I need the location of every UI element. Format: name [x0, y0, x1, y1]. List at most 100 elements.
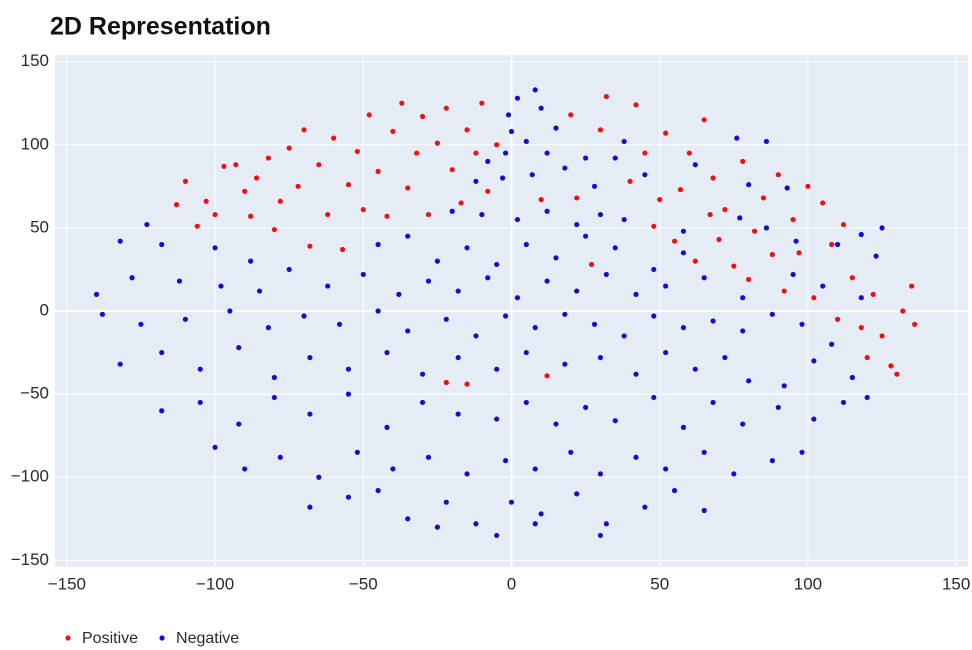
point: [502, 313, 509, 319]
point: [603, 521, 609, 527]
point: [212, 444, 218, 450]
point: [879, 333, 885, 339]
point: [763, 225, 770, 231]
point: [218, 283, 224, 289]
point: [458, 200, 464, 206]
point: [751, 228, 758, 234]
point: [574, 221, 580, 228]
point: [710, 318, 716, 324]
point: [117, 238, 123, 244]
point: [360, 271, 366, 278]
point: [532, 466, 538, 472]
point: [840, 221, 847, 228]
grid: [55, 55, 968, 567]
point: [544, 150, 550, 156]
point: [731, 263, 737, 269]
point: [820, 200, 826, 206]
legend-marker: [65, 635, 71, 641]
point: [336, 321, 343, 327]
point: [265, 325, 272, 331]
point: [129, 275, 135, 281]
point: [514, 216, 521, 223]
point: [544, 278, 550, 284]
y-tick-label: −50: [20, 384, 49, 403]
point: [603, 271, 609, 278]
x-tick-label: 150: [942, 574, 970, 593]
point: [277, 454, 283, 460]
point: [443, 379, 449, 386]
point: [879, 225, 885, 231]
point: [514, 295, 521, 301]
point: [236, 344, 242, 351]
x-tick-label: −50: [349, 574, 378, 593]
point: [508, 128, 515, 135]
point: [405, 516, 411, 522]
point: [633, 291, 639, 297]
point: [425, 278, 432, 284]
point: [117, 361, 123, 367]
point: [405, 233, 411, 239]
point: [538, 197, 544, 203]
point: [829, 241, 835, 248]
point: [811, 358, 817, 364]
point: [651, 394, 657, 401]
point: [505, 112, 512, 118]
point: [633, 371, 639, 377]
point: [375, 168, 381, 174]
point: [473, 333, 479, 339]
legend-label: Positive: [82, 630, 138, 647]
x-tick-label: 100: [794, 574, 822, 593]
point: [671, 487, 678, 494]
point: [307, 504, 313, 510]
point: [419, 399, 426, 406]
point: [562, 165, 568, 171]
point: [494, 532, 500, 539]
point: [633, 102, 639, 108]
y-tick-label: −150: [11, 550, 49, 569]
point: [236, 421, 242, 427]
point: [538, 105, 544, 111]
point: [532, 87, 538, 93]
point: [464, 471, 470, 477]
point: [523, 241, 529, 248]
point: [701, 275, 707, 281]
point: [173, 202, 180, 208]
point: [873, 253, 879, 259]
point: [345, 391, 352, 397]
point: [740, 158, 746, 164]
point: [834, 316, 841, 322]
point: [858, 231, 864, 238]
point: [455, 288, 461, 294]
point: [271, 226, 277, 233]
point: [692, 162, 698, 168]
point: [479, 100, 485, 106]
point: [849, 275, 855, 281]
point: [562, 311, 568, 317]
point: [671, 238, 678, 244]
point: [710, 399, 716, 406]
point: [366, 112, 372, 118]
point: [159, 241, 165, 248]
point: [597, 471, 604, 477]
point: [568, 112, 574, 118]
point: [553, 255, 559, 261]
point: [799, 321, 805, 327]
point: [384, 424, 390, 430]
points: [93, 87, 918, 539]
point: [182, 178, 189, 184]
point: [414, 150, 420, 156]
point: [588, 261, 595, 268]
point: [544, 208, 550, 214]
point: [834, 241, 841, 248]
point: [793, 238, 799, 244]
point: [731, 471, 737, 477]
point: [553, 421, 559, 427]
legend: Positive Negative: [65, 630, 239, 647]
point: [781, 288, 787, 294]
point: [464, 245, 470, 251]
point: [912, 321, 918, 327]
point: [811, 416, 817, 422]
point: [485, 275, 491, 281]
point: [212, 211, 218, 218]
point: [746, 378, 752, 384]
